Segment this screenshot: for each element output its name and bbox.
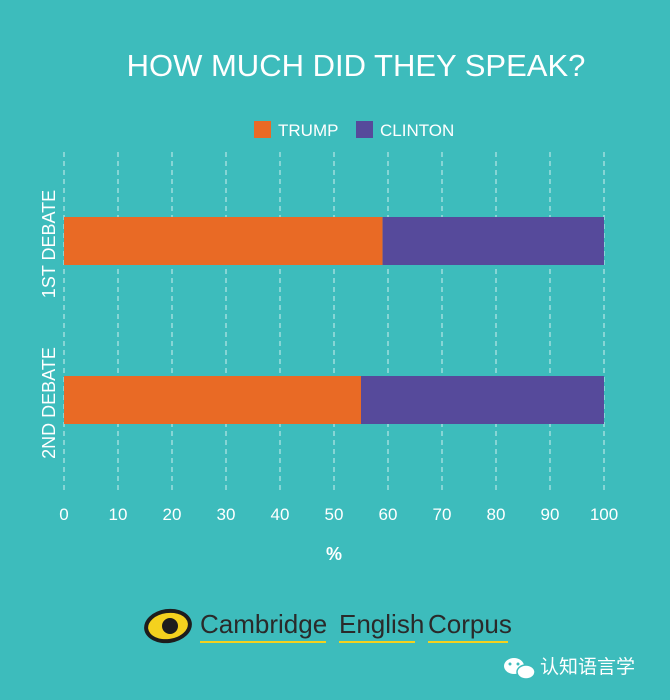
x-tick-label: 30 [217,505,236,524]
logo-word-english: English [339,609,424,639]
category-labels: 1ST DEBATE 2ND DEBATE [39,190,59,459]
cambridge-english-corpus-logo: Cambridge English Corpus [142,606,512,646]
x-tick-label: 20 [163,505,182,524]
logo-word-cambridge: Cambridge [200,609,327,639]
x-tick-label: 50 [325,505,344,524]
legend: TRUMP CLINTON [254,121,454,140]
chart-title: HOW MUCH DID THEY SPEAK? [127,48,586,83]
x-tick-label: 90 [541,505,560,524]
category-label: 1ST DEBATE [39,190,59,298]
x-tick-label: 100 [590,505,618,524]
watermark: 认知语言学 [504,656,635,679]
x-tick-label: 0 [59,505,68,524]
wechat-icon [504,658,535,679]
gridlines [64,152,604,492]
bar-clinton-2 [361,376,604,424]
legend-swatch-clinton [356,121,373,138]
legend-label-clinton: CLINTON [380,121,454,140]
x-axis-label: % [326,544,342,564]
bar-clinton-1 [383,217,604,265]
bar-trump-1 [64,217,383,265]
eye-logo-icon [142,606,194,646]
category-label: 2ND DEBATE [39,347,59,459]
watermark-text: 认知语言学 [540,656,635,678]
logo-word-corpus: Corpus [428,609,512,639]
legend-label-trump: TRUMP [278,121,338,140]
x-tick-label: 70 [433,505,452,524]
bars [64,217,604,424]
x-tick-label: 40 [271,505,290,524]
legend-swatch-trump [254,121,271,138]
x-tick-label: 10 [109,505,128,524]
x-axis-ticks: 0 10 20 30 40 50 60 70 80 90 100 [59,505,618,524]
x-tick-label: 80 [487,505,506,524]
x-tick-label: 60 [379,505,398,524]
bar-trump-2 [64,376,361,424]
